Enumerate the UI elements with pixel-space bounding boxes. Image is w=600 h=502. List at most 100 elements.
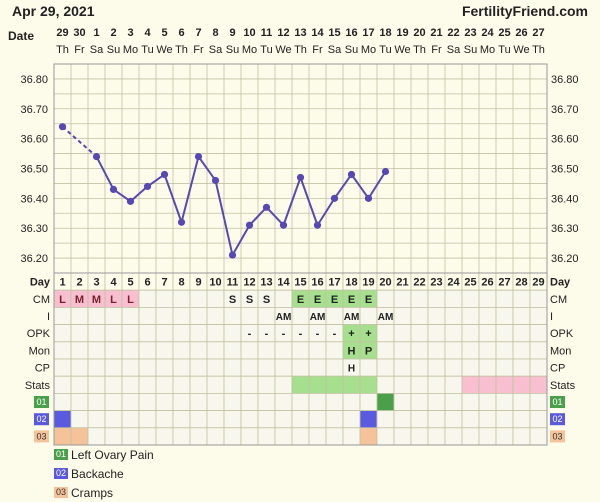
temp-point — [245, 221, 254, 229]
cycle-day-number: 8 — [178, 277, 184, 289]
brand-logo[interactable]: FertilityFriend.com — [461, 3, 588, 19]
y-tick-label-right: 36.30 — [551, 223, 579, 235]
weekday-label: Fr — [312, 44, 323, 56]
table-cell — [393, 392, 412, 411]
opk-entry: - — [248, 328, 252, 340]
table-cell — [87, 427, 106, 446]
weekday-label: We — [275, 44, 291, 56]
table-cell — [478, 392, 497, 411]
table-cell — [138, 289, 157, 308]
date-label: 6 — [178, 27, 184, 39]
table-cell — [308, 341, 327, 360]
table-cell — [461, 358, 480, 377]
table-cell — [529, 289, 548, 308]
row-label-right: 02 — [552, 414, 562, 424]
temp-line-segment — [316, 197, 336, 226]
table-cell — [104, 306, 123, 325]
row-chip-right — [550, 413, 565, 426]
table-cell — [172, 324, 191, 343]
table-cell — [325, 358, 344, 377]
cycle-day-number: 23 — [430, 277, 442, 289]
table-cell — [495, 341, 514, 360]
table-cell — [291, 341, 310, 360]
table-cell — [274, 358, 293, 377]
row-label-left: 03 — [36, 431, 46, 441]
table-cell — [376, 375, 395, 394]
weekday-label: Tu — [498, 44, 510, 56]
table-cell — [223, 341, 242, 360]
table-cell — [393, 410, 412, 429]
table-cell — [121, 341, 140, 360]
table-cell — [138, 358, 157, 377]
table-cell — [291, 392, 310, 411]
row-label-left: 01 — [36, 397, 46, 407]
table-cell — [529, 410, 548, 429]
row-label-left: Day — [30, 277, 51, 289]
table-cell — [342, 427, 361, 446]
table-cell — [223, 306, 242, 325]
opk-entry: - — [316, 328, 320, 340]
date-label: 19 — [396, 27, 408, 39]
table-cell — [359, 410, 378, 429]
table-cell — [189, 358, 208, 377]
table-cell — [155, 289, 174, 308]
date-label: 5 — [161, 27, 167, 39]
table-cell — [189, 289, 208, 308]
table-cell — [172, 410, 191, 429]
table-cell — [325, 427, 344, 446]
table-cell — [444, 410, 463, 429]
legend-label-02: Backache — [71, 466, 124, 481]
table-cell — [529, 324, 548, 343]
y-tick-label-left: 36.80 — [20, 74, 48, 86]
table-cell — [325, 410, 344, 429]
table-cell — [87, 306, 106, 325]
cm-entry: L — [59, 294, 66, 306]
opk-entry: - — [299, 328, 303, 340]
weekday-label: Mo — [480, 44, 495, 56]
table-cell — [308, 410, 327, 429]
temp-line-segment — [231, 224, 251, 256]
temp-line-segment — [333, 173, 353, 199]
row-label-right: Day — [550, 277, 571, 289]
table-cell — [359, 358, 378, 377]
table-cell — [461, 289, 480, 308]
table-cell — [461, 392, 480, 411]
table-cell — [189, 324, 208, 343]
date-label: 4 — [144, 27, 151, 39]
table-cell — [87, 392, 106, 411]
date-label: 20 — [413, 27, 425, 39]
table-cell — [172, 289, 191, 308]
table-cell — [410, 289, 429, 308]
table-cell — [257, 306, 276, 325]
table-cell — [121, 392, 140, 411]
weekday-label: Sa — [328, 44, 342, 56]
table-cell — [325, 341, 344, 360]
table-cell — [138, 324, 157, 343]
cm-entry: E — [297, 294, 304, 306]
table-cell — [461, 341, 480, 360]
table-cell — [104, 427, 123, 446]
y-tick-label-left: 36.30 — [20, 223, 48, 235]
table-cell — [308, 427, 327, 446]
table-cell — [359, 306, 378, 325]
weekday-label: Th — [56, 44, 69, 56]
row-label-left: I — [47, 311, 50, 323]
weekday-label: Tu — [379, 44, 391, 56]
table-cell — [393, 358, 412, 377]
table-cell — [70, 341, 89, 360]
date-label: 22 — [447, 27, 459, 39]
table-cell — [70, 410, 89, 429]
table-cell — [325, 375, 344, 394]
table-cell — [512, 289, 531, 308]
cycle-day-number: 14 — [277, 277, 290, 289]
table-cell — [240, 410, 259, 429]
row-label-right: Mon — [550, 345, 571, 357]
table-cell — [121, 375, 140, 394]
cycle-day-number: 11 — [227, 277, 239, 289]
table-cell — [512, 375, 531, 394]
weekday-label: Su — [107, 44, 120, 56]
table-cell — [529, 306, 548, 325]
temp-point — [381, 167, 390, 176]
intercourse-entry: AM — [378, 312, 394, 323]
symptom-legend: 01 Left Ovary Pain 02 Backache 03 Cramps — [54, 445, 154, 502]
